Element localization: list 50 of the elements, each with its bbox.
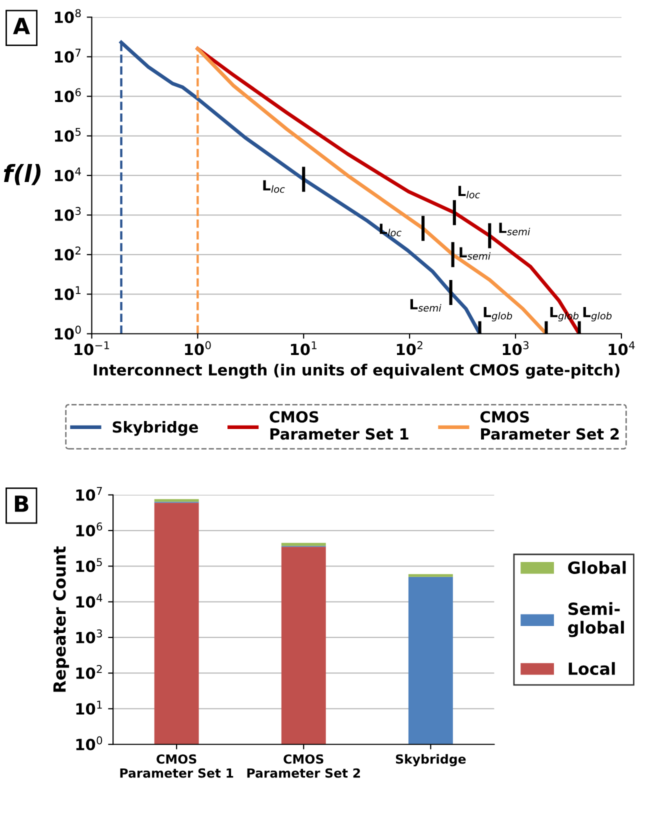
y-tick-label: 10$^{3}$ [55, 206, 81, 221]
bar [281, 542, 326, 546]
bar [154, 499, 199, 502]
x-tick-label: CMOS Parameter Set 2 [247, 754, 360, 778]
legend-label: Semi- global [568, 602, 624, 638]
y-tick-label: 10$^{1}$ [76, 700, 102, 715]
x-tick-label: Skybridge [396, 754, 466, 766]
x-axis-title: Interconnect Length (in units of equivalent CMOS gate-pitch) [94, 364, 620, 379]
y-tick-label: 10$^{5}$ [76, 558, 102, 572]
bar [408, 576, 453, 744]
y-tick-label: 10$^{2}$ [55, 246, 80, 261]
y-tick-label: 10$^{2}$ [76, 665, 102, 679]
y-tick-label: 10$^{7}$ [55, 48, 81, 63]
y-tick-label: 10$^{1}$ [55, 286, 81, 300]
annotation: L$_{semi}$ [499, 222, 530, 236]
x-tick-label: 10$^{4}$ [608, 341, 635, 356]
y-tick-label: 10$^{6}$ [76, 522, 102, 536]
annotation: L$_{loc}$ [458, 186, 480, 198]
y-axis-title: Repeater Count [53, 546, 70, 692]
y-tick-label: 10$^{3}$ [76, 629, 102, 644]
annotation: L$_{loc}$ [263, 180, 285, 193]
x-tick-label: CMOS Parameter Set 1 [120, 754, 234, 778]
y-axis-title: f(l) [4, 164, 41, 186]
annotation: L$_{semi}$ [410, 299, 442, 312]
annotation: L$_{glob}$ [484, 306, 512, 322]
y-tick-label: 10$^{0}$ [76, 736, 102, 750]
text: A [13, 18, 30, 34]
legend-label: CMOS Parameter Set 1 [270, 411, 408, 440]
y-tick-label: 10$^{4}$ [55, 168, 81, 182]
x-tick-label: 10$^{1}$ [290, 341, 316, 356]
bar [281, 546, 326, 744]
y-tick-label: 10$^{0}$ [55, 326, 81, 340]
y-tick-label: 10$^{6}$ [55, 88, 81, 102]
annotation: L$_{glob}$ [583, 306, 612, 322]
legend-label: Global [568, 561, 626, 574]
bar [154, 502, 199, 744]
y-tick-label: 10$^{8}$ [55, 9, 81, 24]
x-tick-label: 10$^{3}$ [502, 341, 528, 356]
x-tick-label: 10$^{2}$ [396, 341, 422, 356]
text: B [14, 496, 28, 512]
y-tick-label: 10$^{7}$ [76, 486, 102, 501]
legend-label: Local [568, 662, 615, 675]
x-tick-label: 10$^{−1}$ [74, 341, 110, 356]
x-tick-label: 10$^{0}$ [185, 341, 211, 356]
y-tick-label: 10$^{5}$ [55, 128, 81, 142]
annotation: L$_{semi}$ [460, 247, 491, 260]
legend-label: Skybridge [112, 420, 198, 436]
legend-label: CMOS Parameter Set 2 [480, 411, 619, 440]
y-tick-label: 10$^{4}$ [76, 594, 102, 608]
bar [408, 574, 453, 577]
